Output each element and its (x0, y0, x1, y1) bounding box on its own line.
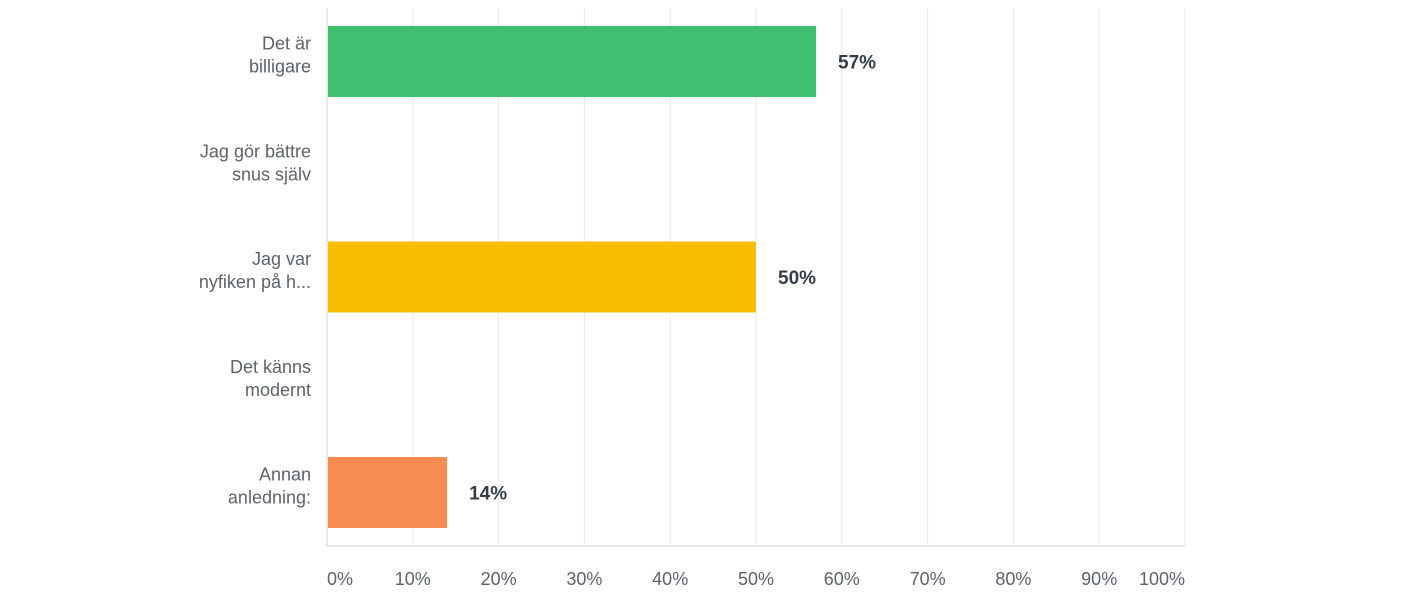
data-label: 14% (469, 484, 507, 505)
category-label-line: Annan (259, 465, 311, 485)
category-label: Annan anledning: (228, 465, 311, 508)
category-label: Jag gör bättre snus själv (200, 141, 311, 184)
x-tick-label: 80% (995, 569, 1031, 589)
x-tick-label: 60% (824, 569, 860, 589)
category-label: Det är billigare (249, 34, 311, 77)
x-tick-label: 40% (652, 569, 688, 589)
x-tick-label: 0% (327, 569, 353, 589)
category-label-line: Det känns (230, 357, 311, 377)
category-label-line: nyfiken på h... (199, 272, 311, 292)
category-label-line: snus själv (232, 164, 311, 184)
x-tick-label: 20% (481, 569, 517, 589)
x-tick-label: 100% (1139, 569, 1185, 589)
x-tick-label: 70% (910, 569, 946, 589)
category-label-line: billigare (249, 57, 311, 77)
category-label-line: Jag var (252, 249, 311, 269)
axes (326, 8, 1185, 547)
x-tick-label: 30% (566, 569, 602, 589)
category-label: Jag var nyfiken på h... (199, 249, 311, 292)
x-tick-label: 10% (395, 569, 431, 589)
bar (328, 241, 756, 313)
bar (328, 26, 817, 97)
x-tick-label: 90% (1081, 569, 1117, 589)
category-label: Det känns modernt (230, 357, 311, 400)
category-label-line: Det är (262, 34, 311, 54)
bar (328, 457, 448, 528)
category-label-line: anledning: (228, 488, 311, 508)
data-label: 50% (778, 268, 816, 289)
bars (328, 26, 817, 528)
x-axis-tick-labels: 0% 10% 20% 30% 40% 50% 60% 70% 80% 90% 100% (327, 569, 1185, 589)
category-label-line: Jag gör bättre (200, 141, 311, 161)
data-label: 57% (838, 53, 876, 74)
data-labels: 57% 50% 14% (469, 53, 876, 505)
category-label-line: modernt (245, 380, 311, 400)
x-tick-label: 50% (738, 569, 774, 589)
